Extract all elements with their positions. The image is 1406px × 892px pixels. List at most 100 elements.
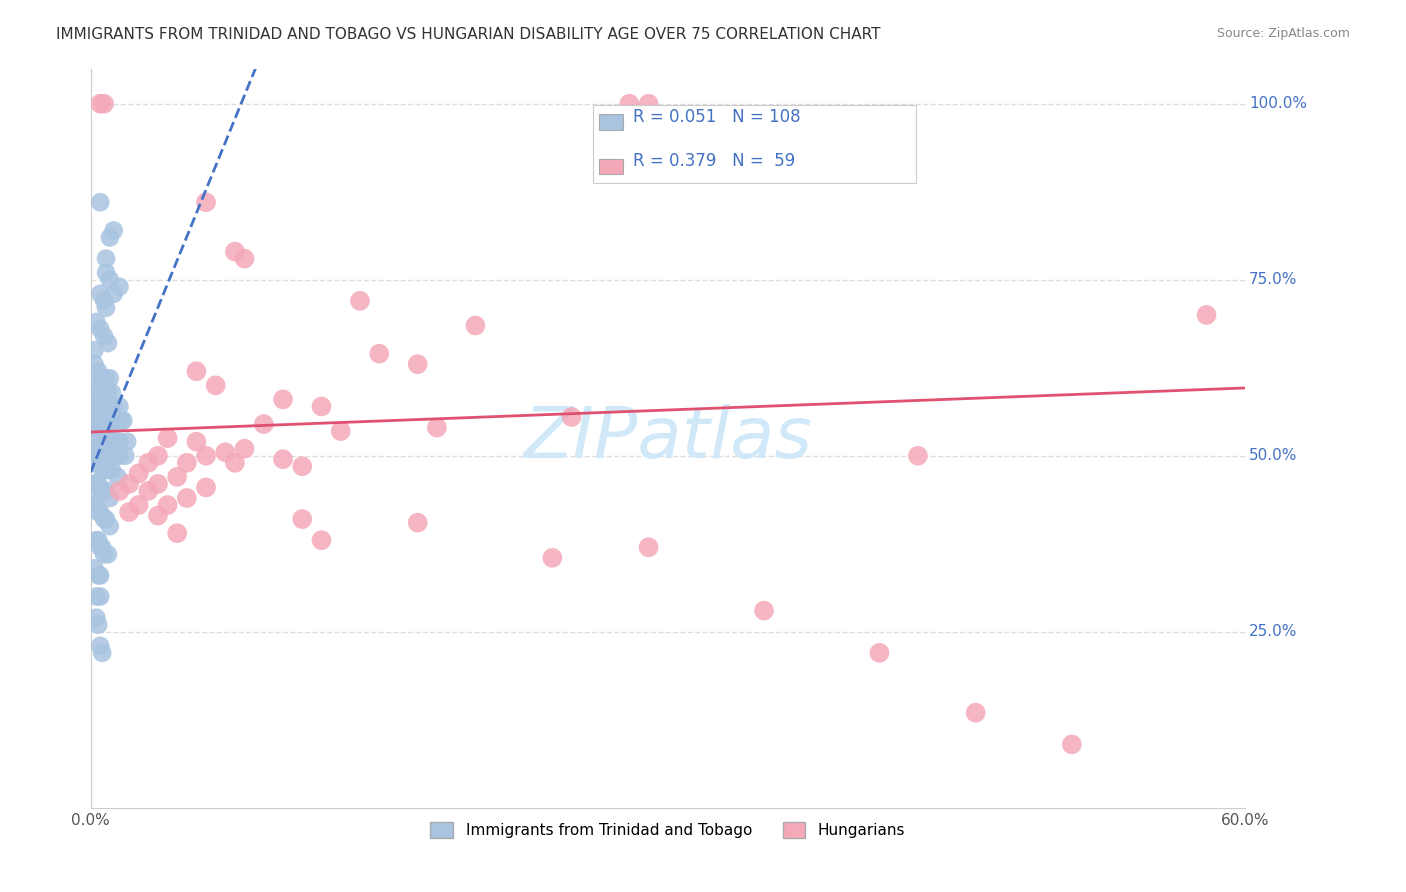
Point <box>86 590 108 604</box>
Point <box>464 318 486 333</box>
Point <box>1272 96 1295 111</box>
Point <box>94 301 117 315</box>
Point <box>166 470 188 484</box>
Point <box>146 476 169 491</box>
Point <box>98 519 121 533</box>
Point <box>82 407 104 421</box>
Point <box>195 195 218 210</box>
Point <box>83 343 105 358</box>
Point <box>89 568 111 582</box>
Point <box>86 442 108 456</box>
Point <box>107 470 129 484</box>
Point <box>195 449 218 463</box>
Point <box>86 533 108 548</box>
Point <box>1310 96 1333 111</box>
Point <box>97 385 120 400</box>
Legend: Immigrants from Trinidad and Tobago, Hungarians: Immigrants from Trinidad and Tobago, Hun… <box>425 816 911 845</box>
Point <box>91 371 114 385</box>
Point <box>83 476 105 491</box>
Point <box>233 442 256 456</box>
Point <box>94 266 117 280</box>
Point <box>93 512 115 526</box>
Point <box>89 322 111 336</box>
Text: R = 0.379   N =  59: R = 0.379 N = 59 <box>633 152 796 169</box>
Point <box>965 706 987 720</box>
Point <box>87 442 110 456</box>
Point <box>83 561 105 575</box>
Point <box>156 498 179 512</box>
Point <box>87 364 110 378</box>
Point <box>98 400 121 414</box>
Point <box>103 223 125 237</box>
Point <box>108 279 131 293</box>
Point <box>291 459 314 474</box>
Point <box>93 449 115 463</box>
Point <box>1310 364 1333 378</box>
Point <box>108 400 131 414</box>
Point <box>87 533 110 548</box>
Point <box>311 533 333 548</box>
Point <box>82 476 104 491</box>
Text: IMMIGRANTS FROM TRINIDAD AND TOBAGO VS HUNGARIAN DISABILITY AGE OVER 75 CORRELAT: IMMIGRANTS FROM TRINIDAD AND TOBAGO VS H… <box>56 27 880 42</box>
Point <box>83 456 105 470</box>
Point <box>368 346 391 360</box>
Point <box>108 483 131 498</box>
Point <box>752 604 775 618</box>
Point <box>195 480 218 494</box>
Point <box>108 434 131 449</box>
Point <box>156 431 179 445</box>
Point <box>86 315 108 329</box>
Point <box>406 516 429 530</box>
Point <box>86 420 108 434</box>
Point <box>101 449 124 463</box>
Point <box>112 413 135 427</box>
Point <box>93 293 115 308</box>
Point <box>87 420 110 434</box>
Point <box>91 400 114 414</box>
Text: 25.0%: 25.0% <box>1249 624 1298 640</box>
Point <box>91 646 114 660</box>
Point <box>89 456 111 470</box>
Point <box>186 364 208 378</box>
Point <box>91 463 114 477</box>
Point <box>224 244 246 259</box>
Point <box>97 336 120 351</box>
Point <box>138 456 160 470</box>
Point <box>97 449 120 463</box>
Point <box>94 512 117 526</box>
Point <box>97 463 120 477</box>
Point <box>87 476 110 491</box>
Point <box>637 541 659 555</box>
Point <box>329 424 352 438</box>
Point <box>82 456 104 470</box>
Point <box>97 427 120 442</box>
Point <box>86 407 108 421</box>
Point <box>82 420 104 434</box>
Point <box>108 449 131 463</box>
Point <box>176 491 198 505</box>
Point <box>86 476 108 491</box>
Point <box>89 541 111 555</box>
Point <box>1195 308 1218 322</box>
Point <box>224 456 246 470</box>
Point <box>426 420 449 434</box>
Point <box>176 456 198 470</box>
Point <box>89 378 111 392</box>
Point <box>94 483 117 498</box>
Point <box>97 547 120 561</box>
Text: R = 0.051   N = 108: R = 0.051 N = 108 <box>633 108 801 126</box>
Point <box>89 483 111 498</box>
Point <box>86 378 108 392</box>
Point <box>93 427 115 442</box>
Point <box>311 400 333 414</box>
Point <box>91 442 114 456</box>
Text: ZIPatlas: ZIPatlas <box>523 404 813 473</box>
Point <box>93 96 115 111</box>
Bar <box>593 105 915 183</box>
Point <box>82 442 104 456</box>
Point <box>868 646 890 660</box>
Point <box>93 547 115 561</box>
Point <box>146 449 169 463</box>
Point <box>186 434 208 449</box>
Point <box>93 385 115 400</box>
